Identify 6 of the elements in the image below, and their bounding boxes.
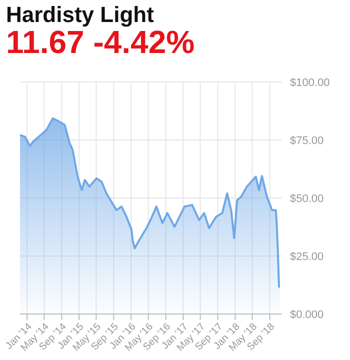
y-tick-label: $25.00 bbox=[290, 250, 324, 263]
y-tick-label: $0.000 bbox=[290, 308, 324, 321]
chart-title: Hardisty Light bbox=[6, 2, 154, 28]
y-tick-label: $50.00 bbox=[290, 192, 324, 205]
y-tick-label: $75.00 bbox=[290, 134, 324, 147]
y-tick-label: $100.00 bbox=[290, 76, 330, 89]
